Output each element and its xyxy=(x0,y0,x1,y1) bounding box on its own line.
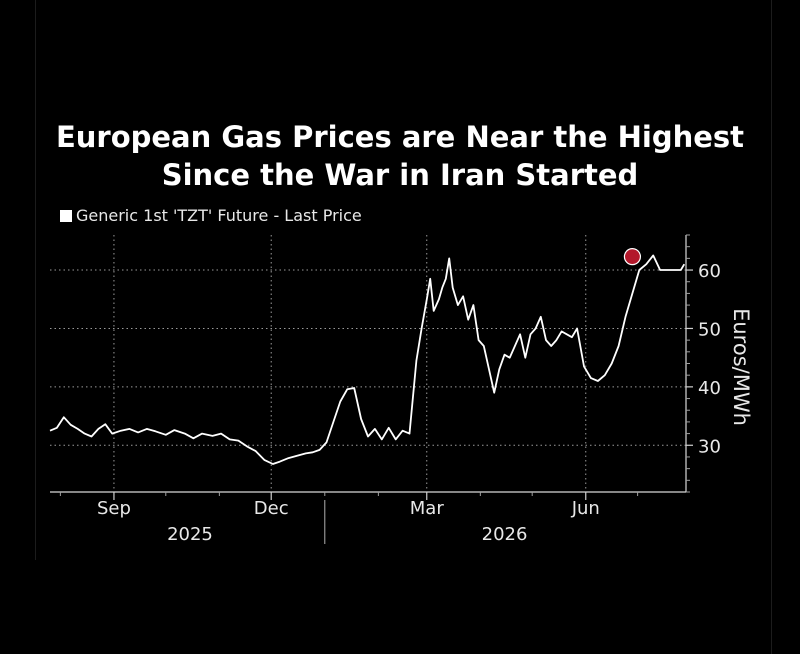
chart-title-line-2: Since the War in Iran Started xyxy=(161,158,639,192)
chart-gridlines xyxy=(50,235,686,492)
x-tick-label-dec: Dec xyxy=(254,498,289,519)
chart-title: European Gas Prices are Near the Highest… xyxy=(0,118,800,194)
y-tick-label-60: 60 xyxy=(698,261,721,282)
y-tick-label-50: 50 xyxy=(698,319,721,340)
frame-right-edge xyxy=(771,0,772,654)
year-label-2026: 2026 xyxy=(482,524,528,545)
chart-series xyxy=(49,248,686,465)
x-tick-label-sep: Sep xyxy=(97,498,131,519)
chart-ticks: 30 40 50 60 Sep Dec Mar Jun 2025 2026 xyxy=(59,234,721,545)
legend-label: Generic 1st 'TZT' Future - Last Price xyxy=(76,206,362,225)
y-tick-label-30: 30 xyxy=(698,436,721,457)
y-axis-title: Euros/MWh xyxy=(729,308,753,426)
frame-left-edge xyxy=(35,0,36,560)
legend-swatch xyxy=(60,209,72,222)
y-tick-label-40: 40 xyxy=(698,378,721,399)
x-tick-label-mar: Mar xyxy=(410,498,445,519)
year-label-2025: 2025 xyxy=(167,524,213,545)
x-tick-label-jun: Jun xyxy=(571,498,600,519)
chart-axes xyxy=(50,235,687,493)
series-line-0 xyxy=(49,254,686,465)
latest-point-marker xyxy=(623,248,642,266)
chart-title-line-1: European Gas Prices are Near the Highest xyxy=(55,120,745,154)
chart-legend: Generic 1st 'TZT' Future - Last Price xyxy=(60,206,362,225)
